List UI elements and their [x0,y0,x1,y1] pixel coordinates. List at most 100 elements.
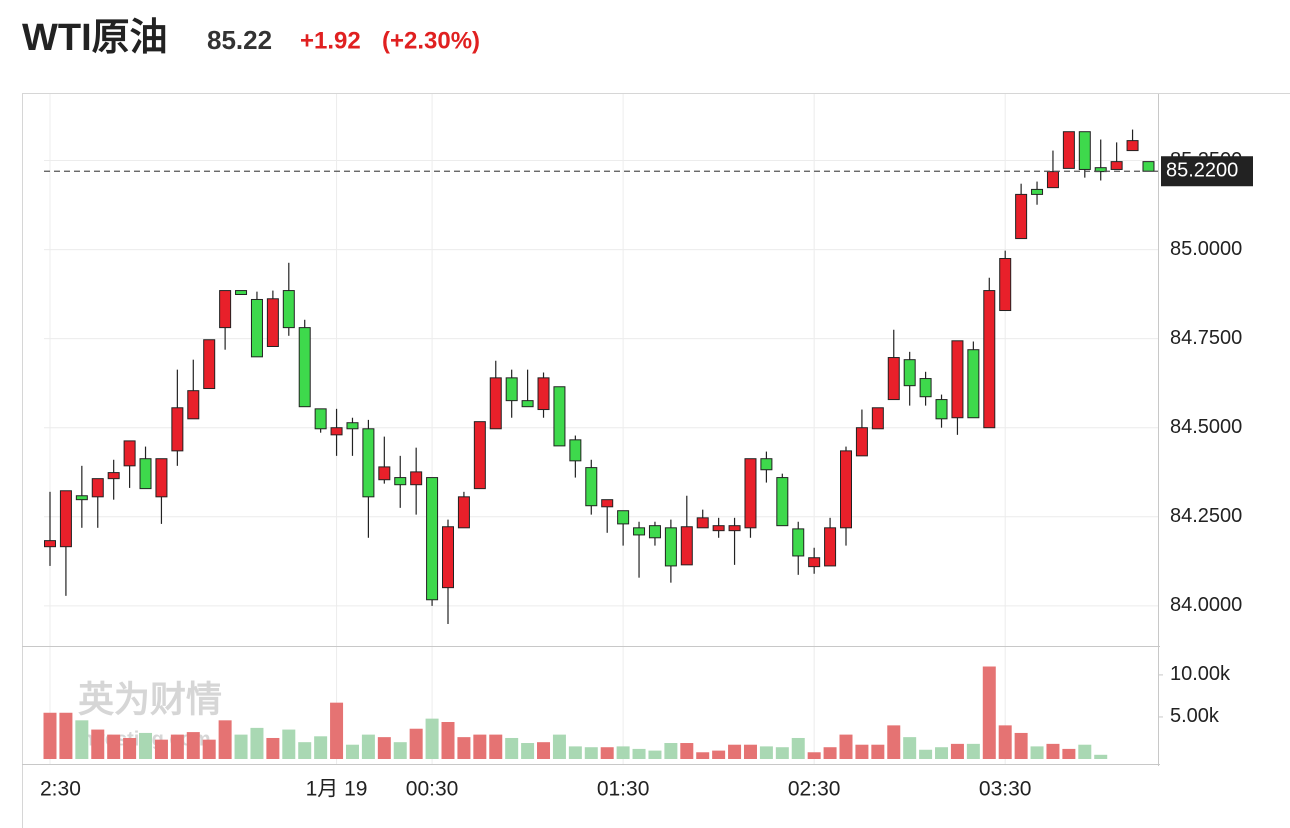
candle-body [235,290,248,295]
volume-bar [139,732,153,759]
volume-bar [1030,746,1044,759]
volume-bar [154,739,168,759]
candle-body [553,386,566,447]
x-tick-label: 02:30 [788,778,841,801]
volume-bar [664,743,678,759]
candle-body [601,499,614,508]
candle-body [903,359,916,387]
candle-body [203,339,216,390]
candle-body [951,340,964,419]
candle-body [1142,161,1155,172]
x-tick-label: 00:30 [406,778,459,801]
candle-body [1110,161,1123,170]
volume-bar [759,746,773,759]
volume-bar [919,749,933,759]
candle-body [187,390,200,420]
volume-bar [170,734,184,759]
volume-bar [441,722,455,759]
candle-body [473,421,486,490]
volume-bar [393,742,407,759]
price: 85.22 [207,25,272,55]
volume-bar [186,732,200,759]
volume-bar [584,747,598,759]
candle-body [123,440,136,467]
candle-body [680,526,693,566]
candle-body [346,422,359,430]
volume-bar [489,734,503,759]
candle-body [1078,131,1091,170]
candle-body [521,400,534,408]
volume-bar [632,748,646,759]
candle-body [887,357,900,401]
candle-body [505,377,518,402]
volume-bar [982,666,996,759]
candle-body [919,378,932,398]
volume-bar [250,727,264,759]
candle-body [44,540,56,548]
volume-bar [712,750,726,759]
candle-body [776,477,789,527]
candle-body [999,258,1012,312]
candle-body [840,450,852,529]
candle-body [457,496,470,529]
volume-bar [1062,748,1076,759]
volume-bar [791,737,805,759]
candle-body [282,290,295,329]
volume-bar [521,743,535,759]
candle-body [171,407,184,452]
volume-bar [75,720,89,759]
candle-body [489,377,502,430]
candle-body [266,298,279,347]
volume-bar [935,747,949,759]
candle-body [537,377,550,411]
candle-body [139,458,152,490]
candle-body [1094,167,1107,173]
candle-body [107,472,120,480]
candle-body [1015,193,1028,240]
y-tick-label: 84.7500 [1170,327,1242,349]
volume-bar [91,729,105,759]
candle-body [298,327,311,408]
x-tick-label: 03:30 [979,778,1032,801]
candle-body [394,477,407,486]
candle-body [585,467,598,507]
candle-body [728,525,741,532]
volume-bar [950,743,964,759]
volume-bar [680,743,694,759]
candle-body [696,517,709,529]
grid [44,94,1158,764]
candle-body [824,527,837,567]
volume-bar [871,744,885,759]
y-tick-label: 85.0000 [1170,238,1242,260]
volume-bar [361,734,375,759]
candle-body [648,525,661,539]
change: +1.92 [300,27,361,54]
y-tick-label: 84.2500 [1170,505,1242,527]
volume-bar [998,725,1012,759]
candle-body [664,527,677,567]
volume-bar [330,702,344,759]
candle-body [1046,171,1059,189]
last-price-box [1161,156,1253,187]
candle-body [760,458,773,471]
candle-body [855,427,868,457]
volume-bar [505,737,519,759]
volume-bar [552,734,566,759]
volume-bar [855,744,869,759]
volume-bar [1014,732,1028,759]
y2-tick-label: 10.00k [1170,663,1231,685]
volume-bar [807,752,821,759]
volume-bar [887,725,901,759]
volume-bar [457,737,471,759]
x-tick-label: 2:30 [40,778,81,801]
candle-body [330,427,343,436]
volume-bar [775,747,789,759]
volume-bar [123,737,137,759]
y-tick-label: 84.0000 [1170,594,1242,616]
chart-frame [22,93,1290,828]
volume-bar [648,750,662,759]
volume-bar [600,747,614,759]
candle-body [362,428,375,498]
volume-bar [473,734,487,759]
volume-bar [298,742,312,759]
